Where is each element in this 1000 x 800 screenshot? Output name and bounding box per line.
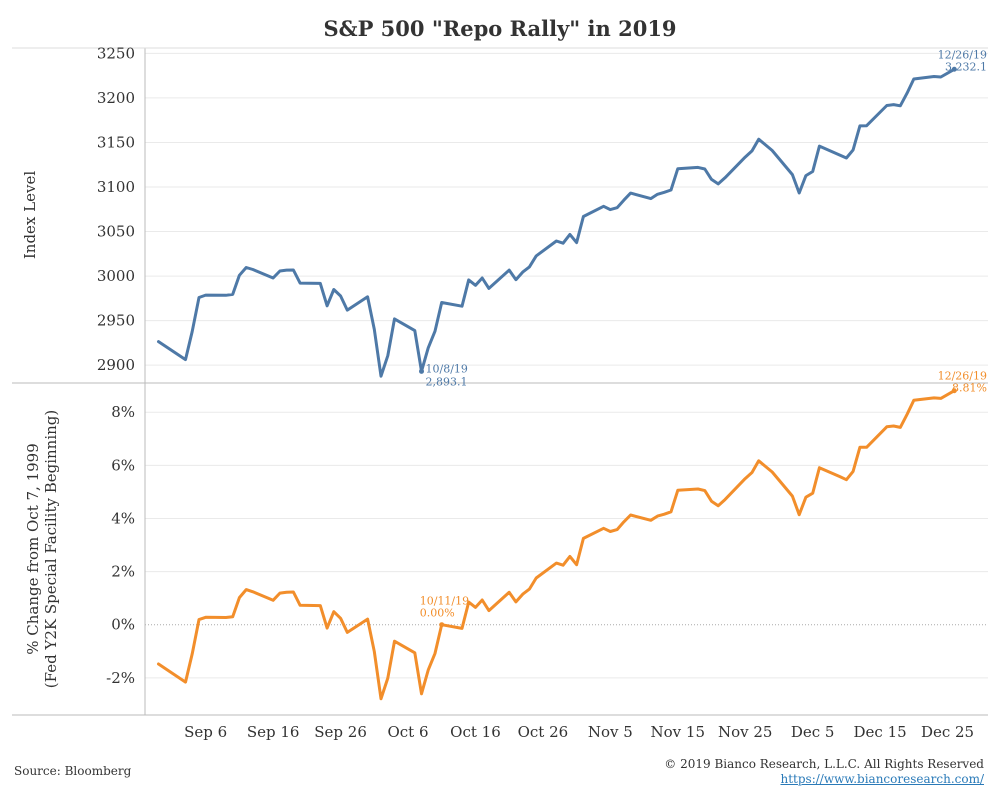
x-tick-label: Sep 16 — [247, 723, 300, 741]
bottom-annotation-value: 8.81% — [952, 382, 987, 395]
top-y-tick-label: 2900 — [97, 356, 135, 374]
top-y-tick-label: 2950 — [97, 312, 135, 330]
bottom-y-tick-label: 4% — [111, 509, 135, 527]
bottom-annotation-marker — [951, 388, 957, 394]
top-series-line — [157, 67, 956, 378]
bottom-y-tick-label: 0% — [111, 616, 135, 634]
website-link[interactable]: https://www.biancoresearch.com/ — [780, 772, 984, 786]
x-tick-label: Dec 15 — [854, 723, 907, 741]
x-tick-label: Sep 26 — [314, 723, 367, 741]
top-annotation-marker — [419, 368, 425, 374]
x-tick-label: Oct 6 — [387, 723, 428, 741]
top-y-tick-label: 3200 — [97, 89, 135, 107]
top-y-tick-label: 3150 — [97, 133, 135, 151]
x-tick-label: Dec 25 — [921, 723, 974, 741]
chart-title: S&P 500 "Repo Rally" in 2019 — [323, 16, 677, 41]
lines-layer — [157, 67, 956, 701]
x-tick-label: Sep 6 — [184, 723, 227, 741]
bottom-y-tick-label: 2% — [111, 563, 135, 581]
top-y-axis-title: Index Level — [21, 171, 39, 259]
annotations-layer: 10/8/192,893.112/26/193,232.110/11/190.0… — [419, 48, 987, 628]
x-tick-label: Nov 15 — [651, 723, 706, 741]
bottom-y-tick-label: 8% — [111, 403, 135, 421]
top-y-tick-label: 3000 — [97, 267, 135, 285]
bottom-y-axis-title-line2: (Fed Y2K Special Facility Beginning) — [42, 410, 60, 689]
x-tick-label: Nov 25 — [718, 723, 773, 741]
top-y-tick-label: 3250 — [97, 44, 135, 62]
bottom-y-tick-label: -2% — [106, 669, 135, 687]
copyright-note: © 2019 Bianco Research, L.L.C. All Right… — [664, 757, 984, 771]
bottom-series-line — [157, 389, 956, 701]
top-annotation-date: 10/8/19 — [426, 362, 468, 375]
bottom-y-axis-title-line1: % Change from Oct 7, 1999 — [24, 443, 42, 655]
top-annotation-date: 12/26/19 — [938, 48, 987, 61]
top-y-tick-label: 3050 — [97, 223, 135, 241]
top-annotation-value: 2,893.1 — [426, 375, 468, 388]
x-tick-label: Dec 5 — [791, 723, 835, 741]
bottom-annotation-date: 10/11/19 — [420, 595, 469, 608]
bottom-annotation-value: 0.00% — [420, 607, 455, 620]
top-annotation-marker — [951, 66, 957, 72]
bottom-y-tick-label: 6% — [111, 456, 135, 474]
bottom-annotation-marker — [439, 622, 445, 628]
ticks-layer: 2900 2950 3000 3050 3100 3150 3200 3250 -2% 0% 2% 4… — [97, 44, 974, 741]
top-y-tick-label: 3100 — [97, 178, 135, 196]
source-note: Source: Bloomberg — [14, 764, 132, 778]
x-tick-label: Nov 5 — [588, 723, 633, 741]
x-tick-label: Oct 26 — [518, 723, 569, 741]
grid-layer — [145, 52, 988, 679]
axes-layer — [12, 47, 988, 716]
x-tick-label: Oct 16 — [450, 723, 501, 741]
top-annotation-value: 3,232.1 — [945, 60, 987, 73]
bottom-annotation-date: 12/26/19 — [938, 370, 987, 383]
